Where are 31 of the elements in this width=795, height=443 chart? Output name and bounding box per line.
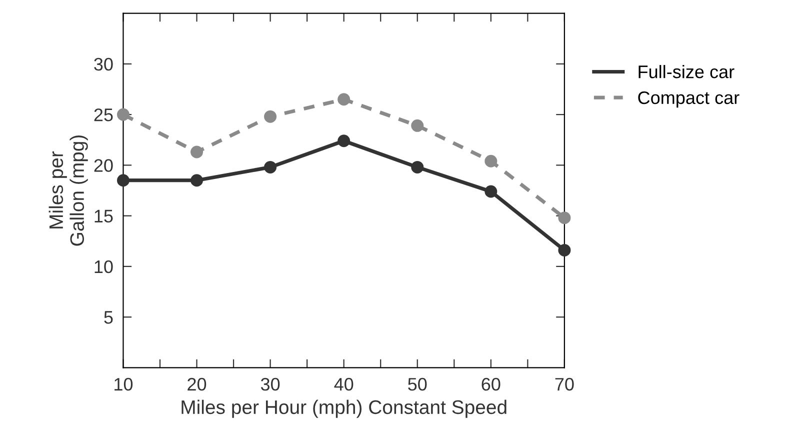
- x-tick-label: 20: [188, 378, 206, 391]
- point: [484, 185, 498, 198]
- point: [338, 134, 350, 148]
- point: [264, 160, 277, 174]
- point: [558, 212, 571, 224]
- x-tick-label: 30: [260, 378, 280, 391]
- legend-label: Compact car: [638, 91, 740, 108]
- y-tick-label: 25: [94, 108, 113, 122]
- point: [411, 119, 424, 132]
- y-tick-label: 30: [94, 58, 113, 71]
- point: [264, 110, 277, 123]
- y-tick-label: 10: [94, 260, 113, 274]
- point: [338, 93, 350, 106]
- point: [190, 174, 204, 187]
- y-tick-label: 5: [104, 311, 113, 324]
- x-tick-label: 50: [408, 378, 427, 391]
- x-tick-label: 70: [555, 378, 574, 391]
- point: [116, 174, 130, 187]
- legend-label: Full-size car: [638, 64, 734, 78]
- y-axis-title: Miles per Gallon (mpg): [48, 136, 88, 246]
- point: [558, 244, 571, 256]
- x-tick-label: 60: [482, 378, 500, 391]
- x-tick-label: 10: [114, 378, 133, 391]
- x-axis-title: Miles per Hour (mph) Constant Speed: [182, 400, 506, 418]
- point: [116, 108, 130, 121]
- x-tick-label: 40: [334, 378, 354, 391]
- y-tick-label: 15: [94, 210, 113, 223]
- point: [190, 146, 204, 158]
- point: [484, 154, 498, 168]
- y-tick-label: 20: [94, 159, 113, 172]
- point: [411, 160, 424, 174]
